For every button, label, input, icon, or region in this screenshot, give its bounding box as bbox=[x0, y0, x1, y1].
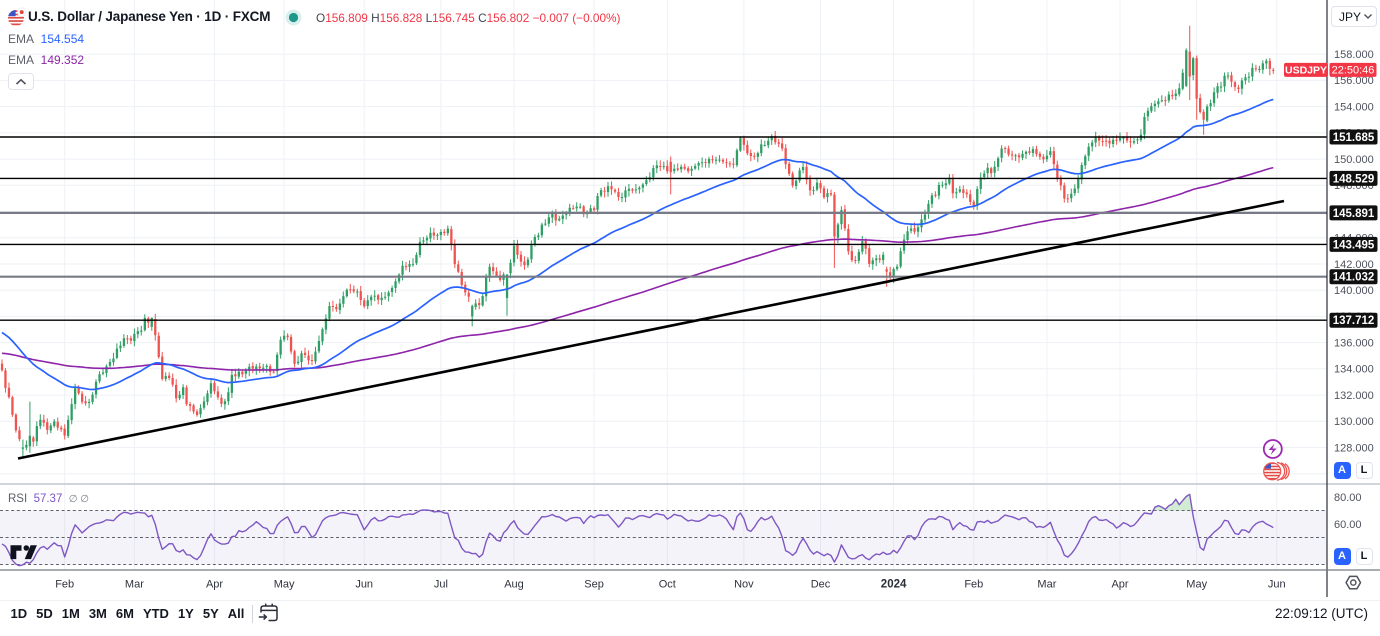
svg-text:Mar: Mar bbox=[125, 579, 144, 591]
svg-text:134.000: 134.000 bbox=[1334, 364, 1374, 376]
svg-text:130.000: 130.000 bbox=[1334, 416, 1374, 428]
svg-text:140.000: 140.000 bbox=[1334, 285, 1374, 297]
svg-text:May: May bbox=[1186, 579, 1207, 591]
svg-text:Apr: Apr bbox=[1111, 579, 1128, 591]
svg-text:60.00: 60.00 bbox=[1334, 519, 1362, 531]
svg-text:158.000: 158.000 bbox=[1334, 49, 1374, 61]
svg-text:Dec: Dec bbox=[811, 579, 831, 591]
svg-text:Sep: Sep bbox=[584, 579, 604, 591]
svg-text:2024: 2024 bbox=[881, 579, 907, 591]
svg-text:154.000: 154.000 bbox=[1334, 101, 1374, 113]
svg-text:Nov: Nov bbox=[734, 579, 754, 591]
svg-text:142.000: 142.000 bbox=[1334, 259, 1374, 271]
svg-text:Feb: Feb bbox=[964, 579, 983, 591]
svg-text:Apr: Apr bbox=[206, 579, 223, 591]
svg-text:141.032: 141.032 bbox=[1333, 272, 1375, 284]
svg-text:148.529: 148.529 bbox=[1333, 173, 1375, 185]
svg-text:Feb: Feb bbox=[55, 579, 74, 591]
svg-text:128.000: 128.000 bbox=[1334, 442, 1374, 454]
svg-text:Aug: Aug bbox=[504, 579, 524, 591]
svg-text:136.000: 136.000 bbox=[1334, 337, 1374, 349]
svg-text:Oct: Oct bbox=[659, 579, 676, 591]
svg-text:80.00: 80.00 bbox=[1334, 492, 1362, 504]
svg-text:137.712: 137.712 bbox=[1333, 315, 1375, 327]
svg-text:132.000: 132.000 bbox=[1334, 390, 1374, 402]
svg-text:May: May bbox=[274, 579, 295, 591]
svg-text:Jun: Jun bbox=[355, 579, 373, 591]
svg-text:145.891: 145.891 bbox=[1333, 208, 1375, 220]
svg-text:Jul: Jul bbox=[434, 579, 448, 591]
svg-text:150.000: 150.000 bbox=[1334, 154, 1374, 166]
svg-text:USDJPY: USDJPY bbox=[1285, 65, 1327, 77]
svg-text:143.495: 143.495 bbox=[1333, 239, 1375, 251]
svg-text:Jun: Jun bbox=[1268, 579, 1286, 591]
svg-text:Mar: Mar bbox=[1037, 579, 1056, 591]
svg-text:156.000: 156.000 bbox=[1334, 75, 1374, 87]
svg-text:22:50:46: 22:50:46 bbox=[1332, 65, 1375, 77]
svg-text:151.685: 151.685 bbox=[1333, 132, 1375, 144]
